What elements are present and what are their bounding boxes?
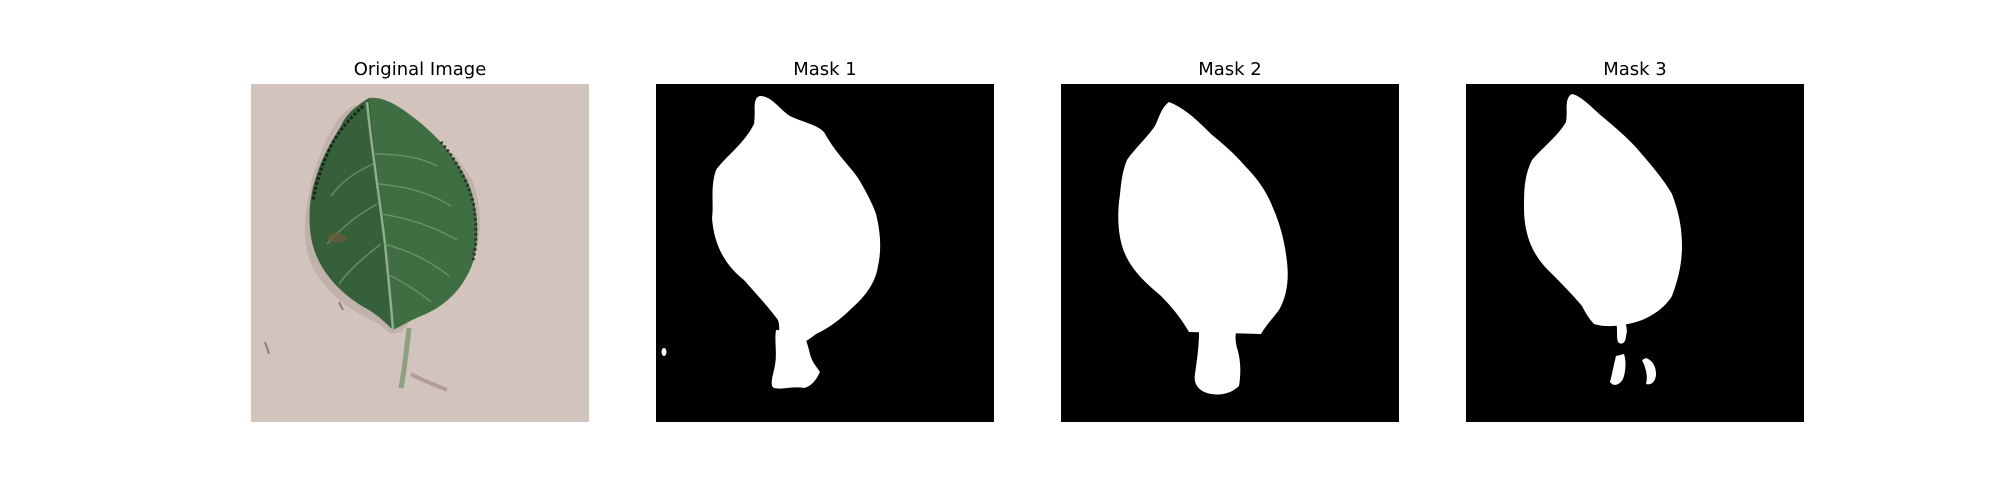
debris: [264, 341, 270, 355]
mask-stem: [771, 330, 820, 389]
mask-1: [656, 84, 994, 422]
mask-image: [1061, 84, 1399, 422]
leaf-veins: [326, 153, 458, 303]
original-image: [251, 84, 589, 422]
panel-title: Original Image: [353, 59, 487, 80]
leaf-edge-shadow: [311, 104, 365, 201]
mask-blade: [712, 96, 881, 347]
panel-mask-3: Mask 3: [1466, 0, 1804, 500]
panel-original-image: Original Image: [251, 0, 589, 500]
leaf-dark-half: [309, 98, 393, 330]
panel-title: Mask 1: [793, 59, 857, 80]
leaf-brown-spot: [327, 233, 347, 243]
panel-title: Mask 2: [1198, 59, 1262, 80]
mask-stem-fragment: [1616, 320, 1627, 344]
panel-title: Mask 3: [1603, 59, 1667, 80]
mask-image: [1466, 84, 1804, 422]
mask-speck: [661, 348, 667, 356]
mask-3: [1466, 84, 1804, 422]
mask-edge-noise: [1136, 123, 1160, 157]
mask-stem-fragment: [1642, 358, 1656, 385]
mask-stem-fragment: [1610, 354, 1626, 385]
mask-image: [656, 84, 994, 422]
mask-blade: [1524, 94, 1682, 327]
panel-mask-1: Mask 1: [656, 0, 994, 500]
leaf-photo: [251, 84, 589, 422]
mask-stem: [1194, 330, 1241, 395]
leaf-stem: [398, 327, 412, 389]
panel-mask-2: Mask 2: [1061, 0, 1399, 500]
mask-blade: [1118, 102, 1288, 334]
debris: [338, 301, 344, 311]
leaf-stem-shadow: [409, 372, 448, 392]
mask-2: [1061, 84, 1399, 422]
leaf-edge-right: [439, 141, 478, 261]
